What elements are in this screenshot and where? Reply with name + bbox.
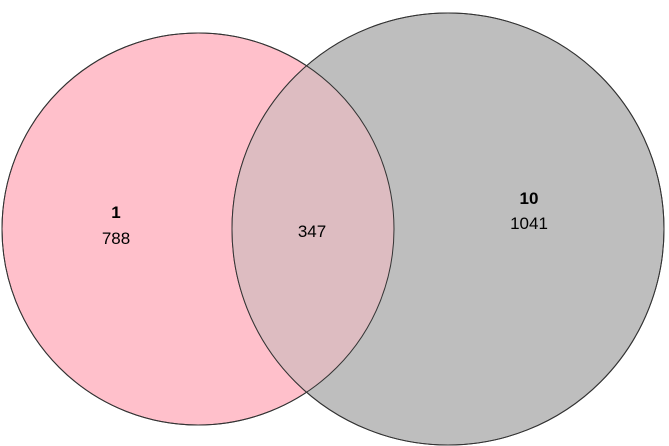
set-1-name: 1 <box>111 203 120 222</box>
set-10-name: 10 <box>520 189 539 208</box>
overlap-count: 347 <box>298 222 326 241</box>
set-1-outline <box>1 32 395 426</box>
overlap-region <box>232 33 394 425</box>
set-10-outline <box>231 12 665 446</box>
set-10-only-count: 1041 <box>510 214 548 233</box>
set-1-only-count: 788 <box>102 229 130 248</box>
